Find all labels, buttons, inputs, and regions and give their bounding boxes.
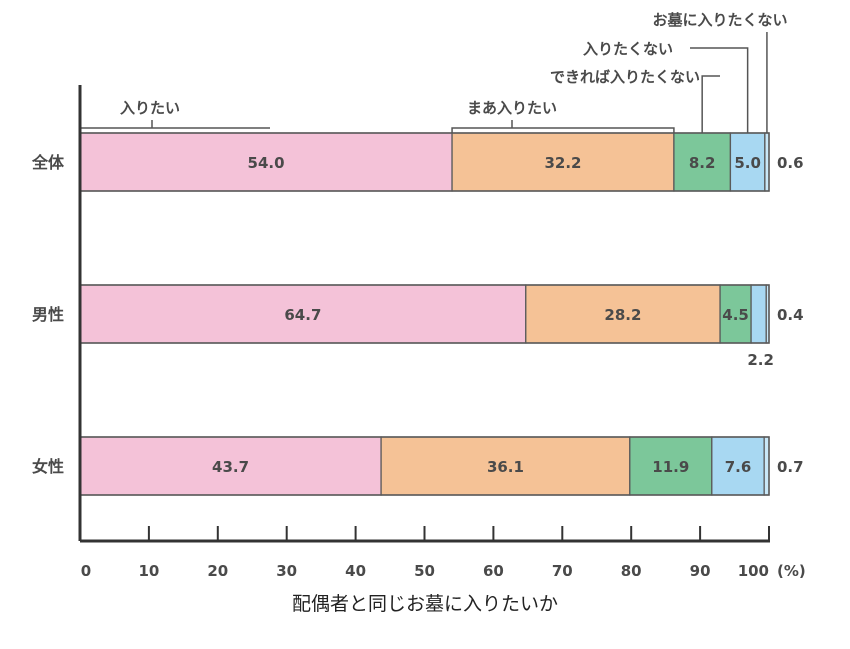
- callout-label: 入りたい: [120, 99, 180, 117]
- data-label: 8.2: [689, 154, 716, 172]
- data-label: 5.0: [734, 154, 761, 172]
- callout-leader: [701, 75, 720, 133]
- callout-leader: [451, 127, 675, 133]
- data-label: 4.5: [722, 306, 749, 324]
- x-tick-label: 0: [81, 562, 91, 580]
- data-label: 54.0: [248, 154, 285, 172]
- callout-label: お墓に入りたくない: [652, 11, 787, 29]
- x-tick-label: 10: [138, 562, 159, 580]
- x-tick-label: 70: [552, 562, 573, 580]
- bar-segment: [451, 132, 675, 192]
- bar-segment: [79, 436, 382, 496]
- x-tick-label: 30: [276, 562, 297, 580]
- x-tick-label: 100: [738, 562, 769, 580]
- bar-segment: [750, 284, 767, 344]
- x-tick-label: 40: [345, 562, 366, 580]
- callout-leader: [690, 47, 749, 133]
- bar-segment: [711, 436, 765, 496]
- x-unit-label: (%): [777, 562, 806, 580]
- bar-segment: [79, 132, 453, 192]
- bar-segment: [629, 436, 713, 496]
- bars-layer: 54.0 32.2 8.2 5.0 0.6 64.7 28.2 4.5 2.2 0.4 43.7 36…: [79, 132, 804, 496]
- callout-label: できれば入りたくない: [550, 68, 700, 86]
- x-tick-label: 60: [483, 562, 504, 580]
- data-label: 36.1: [487, 458, 524, 476]
- x-tick-label: 50: [414, 562, 435, 580]
- data-label: 7.6: [725, 458, 752, 476]
- x-tick-label: 80: [621, 562, 642, 580]
- data-label: 43.7: [212, 458, 249, 476]
- category-label: 全体: [31, 153, 65, 172]
- x-axis-title: 配偶者と同じお墓に入りたいか: [292, 593, 558, 615]
- data-label: 64.7: [284, 306, 321, 324]
- callout-label: 入りたくない: [583, 40, 673, 58]
- x-tick-label: 20: [207, 562, 228, 580]
- callout-label: まあ入りたい: [467, 99, 557, 117]
- data-label: 0.4: [777, 306, 804, 324]
- data-label: 0.6: [777, 154, 804, 172]
- data-label: 11.9: [652, 458, 689, 476]
- category-label: 男性: [32, 305, 64, 324]
- data-label: 32.2: [544, 154, 581, 172]
- data-label: 0.7: [777, 458, 804, 476]
- data-label: 28.2: [604, 306, 641, 324]
- x-axis: 0 10 20 30 40 50 60 70 80 90 100 (%): [78, 85, 806, 580]
- x-tick-label: 90: [690, 562, 711, 580]
- category-label: 女性: [32, 457, 64, 476]
- data-label: 2.2: [747, 351, 774, 369]
